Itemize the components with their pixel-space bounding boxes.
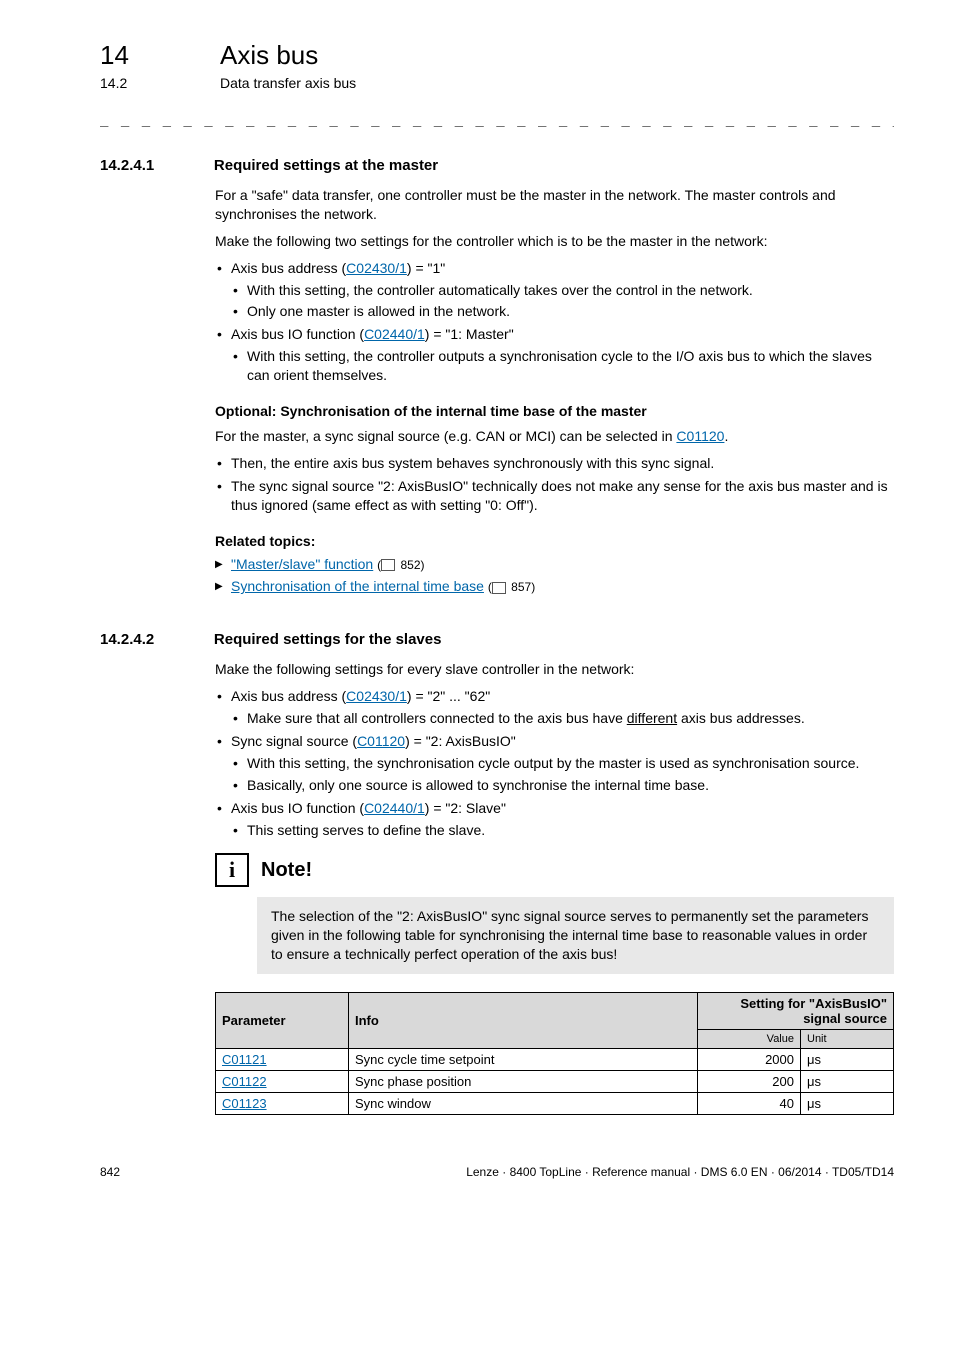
table-row: C01121 Sync cycle time setpoint 2000 μs — [216, 1049, 894, 1071]
text: ) = "1" — [407, 260, 445, 276]
sub-heading: Optional: Synchronisation of the interna… — [215, 403, 894, 419]
note-label: Note! — [261, 859, 312, 882]
related-link-item: Synchronisation of the internal time bas… — [215, 577, 894, 596]
param-link[interactable]: C01120 — [357, 733, 405, 749]
text: Sync signal source ( — [231, 733, 357, 749]
subsection-header: 14.2 Data transfer axis bus — [100, 75, 894, 91]
sub-heading: Related topics: — [215, 533, 894, 549]
param-link[interactable]: C01120 — [676, 428, 724, 444]
list-item: The sync signal source "2: AxisBusIO" te… — [215, 477, 894, 515]
list-item: Axis bus address (C02430/1) = "2" ... "6… — [215, 687, 894, 728]
list-item: Basically, only one source is allowed to… — [231, 776, 894, 795]
table-cell: 2000 — [698, 1049, 801, 1071]
table-cell: μs — [801, 1071, 894, 1093]
text: . — [724, 428, 728, 444]
paragraph: Make the following two settings for the … — [215, 232, 894, 251]
param-link[interactable]: C01123 — [222, 1096, 267, 1111]
table-cell: μs — [801, 1049, 894, 1071]
text: Axis bus IO function ( — [231, 326, 364, 342]
list-item: With this setting, the controller automa… — [231, 281, 894, 300]
chapter-title: Axis bus — [220, 40, 318, 70]
text: ) = "2: Slave" — [425, 800, 506, 816]
table-cell: 200 — [698, 1071, 801, 1093]
section-title: Required settings at the master — [214, 157, 438, 174]
page-ref: ( 857) — [488, 580, 535, 594]
parameter-table: Parameter Info Setting for "AxisBusIO" s… — [215, 992, 894, 1115]
page-ref: ( 852) — [377, 558, 424, 572]
page-footer: 842 Lenze · 8400 TopLine · Reference man… — [100, 1165, 894, 1179]
chapter-number: 14 — [100, 40, 129, 71]
list-item: Axis bus IO function (C02440/1) = "2: Sl… — [215, 799, 894, 840]
param-link[interactable]: C02440/1 — [364, 800, 425, 816]
table-cell: Sync cycle time setpoint — [349, 1049, 698, 1071]
section-title: Required settings for the slaves — [214, 631, 442, 648]
text: ) = "2" ... "62" — [407, 688, 490, 704]
section-heading: 14.2.4.1 Required settings at the master — [100, 157, 894, 174]
table-cell: 40 — [698, 1093, 801, 1115]
table-header: Parameter — [216, 993, 349, 1049]
paragraph: Make the following settings for every sl… — [215, 660, 894, 679]
table-cell: Sync phase position — [349, 1071, 698, 1093]
section-number: 14.2.4.1 — [100, 157, 210, 174]
section-heading: 14.2.4.2 Required settings for the slave… — [100, 631, 894, 648]
table-row: C01123 Sync window 40 μs — [216, 1093, 894, 1115]
list-item: With this setting, the controller output… — [231, 347, 894, 385]
list-item: Sync signal source (C01120) = "2: AxisBu… — [215, 732, 894, 795]
related-link-item: "Master/slave" function ( 852) — [215, 555, 894, 574]
note-body: The selection of the "2: AxisBusIO" sync… — [257, 897, 894, 974]
table-cell: μs — [801, 1093, 894, 1115]
text: Make sure that all controllers connected… — [247, 710, 627, 726]
note-box: i Note! The selection of the "2: AxisBus… — [215, 853, 894, 974]
paragraph: For a "safe" data transfer, one controll… — [215, 186, 894, 224]
param-link[interactable]: C02430/1 — [346, 688, 407, 704]
book-icon — [381, 559, 395, 571]
book-icon — [492, 582, 506, 594]
text: Axis bus address ( — [231, 688, 346, 704]
topic-link[interactable]: "Master/slave" function — [231, 556, 373, 572]
bullet-list: Axis bus address (C02430/1) = "1" With t… — [215, 259, 894, 385]
text: For the master, a sync signal source (e.… — [215, 428, 676, 444]
list-item: Make sure that all controllers connected… — [231, 709, 894, 728]
table-subheader: Unit — [801, 1030, 894, 1049]
list-item: This setting serves to define the slave. — [231, 821, 894, 840]
page-number-ref: 857 — [511, 580, 531, 594]
param-link[interactable]: C02440/1 — [364, 326, 425, 342]
table-header: Setting for "AxisBusIO" signal source — [698, 993, 894, 1030]
topic-link[interactable]: Synchronisation of the internal time bas… — [231, 578, 484, 594]
list-item: Only one master is allowed in the networ… — [231, 302, 894, 321]
text: Axis bus address ( — [231, 260, 346, 276]
text: ) = "1: Master" — [425, 326, 514, 342]
text: ) = "2: AxisBusIO" — [405, 733, 516, 749]
param-link[interactable]: C01121 — [222, 1052, 267, 1067]
text: axis bus addresses. — [677, 710, 805, 726]
param-link[interactable]: C01122 — [222, 1074, 267, 1089]
param-link[interactable]: C02430/1 — [346, 260, 407, 276]
table-cell: Sync window — [349, 1093, 698, 1115]
table-subheader: Value — [698, 1030, 801, 1049]
page-number: 842 — [100, 1165, 120, 1179]
chapter-header: 14 Axis bus — [100, 40, 894, 71]
text: Axis bus IO function ( — [231, 800, 364, 816]
list-item: Then, the entire axis bus system behaves… — [215, 454, 894, 473]
table-header: Info — [349, 993, 698, 1049]
list-item: Axis bus address (C02430/1) = "1" With t… — [215, 259, 894, 322]
page-number-ref: 852 — [400, 558, 420, 572]
list-item: With this setting, the synchronisation c… — [231, 754, 894, 773]
info-icon: i — [215, 853, 249, 887]
section-number: 14.2.4.2 — [100, 631, 210, 648]
emphasized-text: different — [627, 710, 677, 726]
table-row: C01122 Sync phase position 200 μs — [216, 1071, 894, 1093]
footer-text: Lenze · 8400 TopLine · Reference manual … — [466, 1165, 894, 1179]
divider: _ _ _ _ _ _ _ _ _ _ _ _ _ _ _ _ _ _ _ _ … — [100, 111, 894, 127]
subsection-title: Data transfer axis bus — [220, 75, 356, 91]
paragraph: For the master, a sync signal source (e.… — [215, 427, 894, 446]
subsection-number: 14.2 — [100, 75, 127, 91]
list-item: Axis bus IO function (C02440/1) = "1: Ma… — [215, 325, 894, 385]
